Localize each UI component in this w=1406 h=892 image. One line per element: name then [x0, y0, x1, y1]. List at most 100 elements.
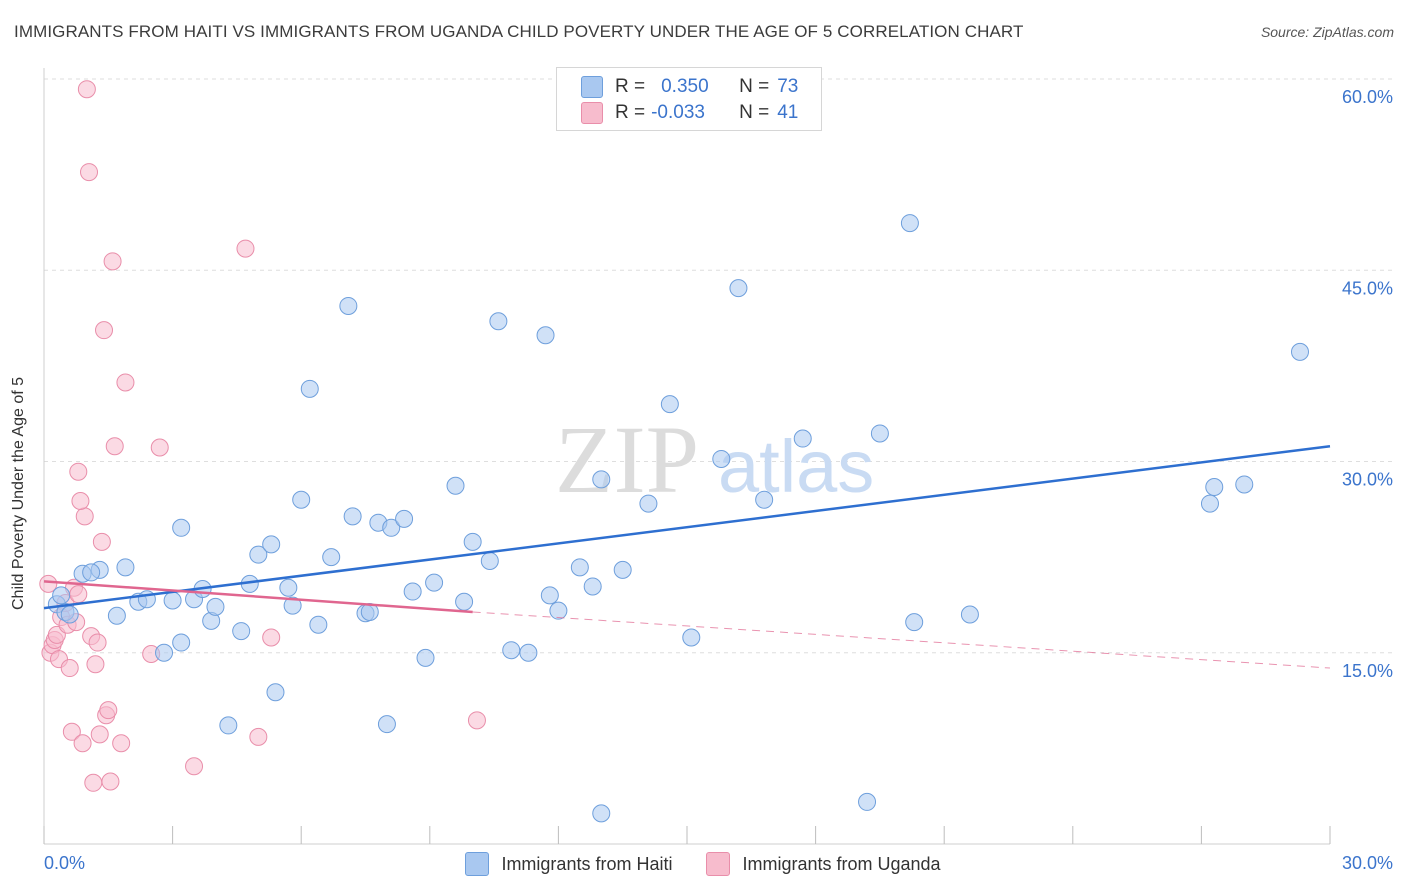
data-point — [793, 429, 812, 448]
data-point — [467, 711, 486, 730]
data-point — [905, 613, 924, 632]
data-point — [463, 532, 482, 551]
haiti-swatch — [581, 76, 603, 98]
data-point — [266, 683, 285, 702]
data-point — [639, 494, 658, 513]
data-point — [583, 577, 602, 596]
y-tick-label: 60.0% — [1342, 87, 1393, 107]
data-point — [116, 373, 135, 392]
legend-n-label: N = — [739, 76, 770, 97]
data-point — [343, 507, 362, 526]
data-point — [92, 532, 111, 551]
data-point — [570, 558, 589, 577]
data-point — [489, 312, 508, 331]
data-point — [185, 757, 204, 776]
data-point — [960, 605, 979, 624]
data-point — [60, 605, 79, 624]
data-point — [88, 633, 107, 652]
data-point — [283, 596, 302, 615]
data-point — [172, 518, 191, 537]
uganda-points — [39, 80, 486, 792]
uganda-swatch — [581, 102, 603, 124]
legend-r-label: R = — [615, 76, 646, 97]
watermark-zip: ZIP — [555, 406, 699, 513]
grid-lines — [44, 78, 1392, 654]
data-point — [322, 548, 341, 567]
bottom-legend-uganda-label: Immigrants from Uganda — [742, 853, 941, 874]
data-point — [1205, 478, 1224, 496]
tick-labels: 15.0% 30.0% 45.0% 60.0% 0.0% 30.0% — [44, 87, 1393, 873]
data-point — [90, 725, 109, 744]
data-point — [858, 792, 877, 811]
data-point — [80, 163, 99, 182]
legend-r-value: 0.350 — [661, 76, 709, 97]
legend-box: R = 0.350 N = 73 R = -0.033 N = 41 — [556, 67, 822, 131]
data-point — [613, 560, 632, 579]
data-point — [395, 509, 414, 528]
data-point — [425, 573, 444, 592]
legend-row-haiti: R = 0.350 N = 73 — [581, 75, 798, 99]
data-point — [60, 659, 79, 678]
data-point — [77, 80, 96, 99]
data-point — [103, 252, 122, 271]
legend-r-label: R = — [615, 102, 646, 123]
data-point — [52, 586, 71, 605]
data-point — [446, 476, 465, 495]
y-tick-label: 30.0% — [1342, 470, 1393, 490]
data-point — [262, 535, 281, 554]
data-point — [73, 734, 92, 753]
data-point — [519, 643, 538, 662]
bottom-legend: Immigrants from Haiti Immigrants from Ug… — [0, 852, 1406, 876]
data-point — [900, 214, 919, 233]
uganda-swatch — [706, 852, 731, 876]
y-tick-label: 15.0% — [1342, 661, 1393, 681]
data-point — [69, 585, 88, 604]
data-point — [84, 773, 103, 792]
source-label: Source: ZipAtlas.com — [1260, 24, 1394, 40]
data-point — [592, 470, 611, 489]
data-point — [112, 734, 131, 753]
data-point — [755, 490, 774, 509]
data-point — [95, 321, 114, 340]
data-point — [219, 716, 238, 735]
uganda-trend-line — [43, 580, 473, 614]
haiti-trend-line — [43, 444, 1331, 610]
data-point — [101, 772, 120, 791]
data-point — [105, 437, 124, 456]
data-point — [69, 462, 88, 481]
data-point — [236, 239, 255, 258]
data-point — [62, 722, 81, 741]
data-point — [172, 633, 191, 652]
data-point — [279, 578, 298, 597]
bottom-legend-haiti-label: Immigrants from Haiti — [501, 853, 673, 874]
data-point — [403, 582, 422, 601]
data-point — [382, 518, 401, 537]
data-point — [99, 701, 118, 720]
data-point — [377, 715, 396, 734]
data-point — [300, 379, 319, 398]
data-point — [1235, 475, 1254, 494]
legend-n-value: 73 — [777, 76, 799, 97]
data-point — [86, 655, 105, 674]
data-point — [206, 597, 225, 616]
watermark: ZIP atlas — [555, 406, 874, 513]
data-point — [292, 490, 311, 509]
bottom-legend-haiti: Immigrants from Haiti — [465, 852, 672, 876]
data-point — [416, 648, 435, 667]
data-point — [232, 622, 251, 641]
data-point — [1200, 494, 1219, 513]
data-point — [75, 507, 94, 526]
data-point — [549, 601, 568, 620]
data-point — [150, 438, 169, 457]
legend-r-value: -0.033 — [651, 102, 705, 123]
axes — [43, 68, 1331, 845]
data-point — [82, 563, 101, 582]
data-point — [660, 395, 679, 414]
data-point — [107, 606, 126, 625]
data-point — [155, 643, 174, 662]
chart-title: IMMIGRANTS FROM HAITI VS IMMIGRANTS FROM… — [14, 22, 1024, 41]
x-tick-label: 30.0% — [1342, 853, 1393, 873]
data-point — [1290, 342, 1309, 361]
data-point — [71, 492, 90, 511]
